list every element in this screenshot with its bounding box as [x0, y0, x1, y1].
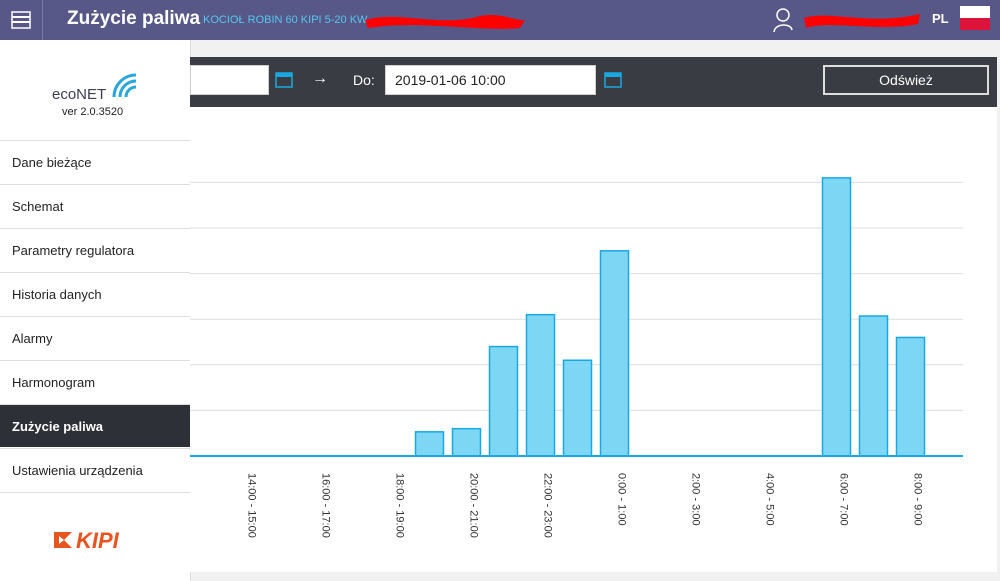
menu-item[interactable]: Harmonogram: [0, 360, 190, 403]
x-tick-label: 4:00 - 5:00: [764, 473, 776, 526]
calendar-icon[interactable]: [604, 70, 622, 88]
x-tick-label: 22:00 - 23:00: [542, 473, 554, 538]
chart: 14:00 - 15:00 16:00 - 17:00 18:00 - 19:00 2…: [190, 107, 997, 572]
bar: [562, 359, 593, 457]
x-tick-label: 0:00 - 1:00: [616, 473, 628, 526]
bar: [451, 427, 482, 457]
user-icon[interactable]: [772, 6, 798, 34]
bar: [599, 250, 630, 457]
bar: [821, 177, 852, 457]
version: ver 2.0.3520: [62, 106, 124, 118]
sidebar: ecoNET ver 2.0.3520 Dane bieżące Schemat P…: [0, 40, 191, 581]
menu-item[interactable]: Parametry regulatora: [0, 228, 190, 271]
top-bar: Zużycie paliwa KOCIOŁ ROBIN 60 KIPI 5-20…: [0, 0, 1000, 40]
to-input[interactable]: 2019-01-06 10:00: [385, 65, 596, 95]
from-input[interactable]: [190, 65, 269, 95]
x-tick-label: 8:00 - 9:00: [912, 473, 924, 526]
x-tick-label: 18:00 - 19:00: [394, 473, 406, 538]
menu-icon: [11, 11, 31, 29]
bar: [858, 315, 889, 457]
menu-item[interactable]: Alarmy: [0, 316, 190, 359]
x-tick-label: 20:00 - 21:00: [468, 473, 480, 538]
menu-item[interactable]: Historia danych: [0, 272, 190, 315]
arrow: →: [312, 70, 328, 87]
brand: KIPI: [76, 528, 119, 553]
x-tick-label: 16:00 - 17:00: [320, 473, 332, 538]
bar: [895, 336, 926, 457]
flag: [960, 6, 990, 30]
x-tick-label: 6:00 - 7:00: [838, 473, 850, 526]
calendar-icon[interactable]: [275, 70, 293, 88]
bar: [525, 313, 556, 457]
bar: [414, 431, 445, 457]
language[interactable]: PL: [932, 11, 949, 26]
page-title: Zużycie paliwa: [67, 8, 201, 29]
device-name: KOCIOŁ ROBIN 60 KIPI 5-20 KW: [203, 14, 368, 26]
logo-text: ecoNET: [52, 86, 107, 103]
menu-item[interactable]: Dane bieżące: [0, 140, 190, 183]
brand-icon: [54, 532, 72, 548]
refresh-button[interactable]: Odśwież: [823, 65, 989, 95]
x-tick-label: 2:00 - 3:00: [690, 473, 702, 526]
menu-item[interactable]: Zużycie paliwa: [0, 404, 190, 447]
menu-button[interactable]: [0, 0, 43, 40]
redaction: [365, 15, 525, 29]
menu-item[interactable]: Ustawienia urządzenia: [0, 448, 190, 491]
toolbar: → Do: 2019-01-06 10:00 Odśwież: [190, 57, 997, 107]
x-tick-label: 14:00 - 15:00: [246, 473, 258, 538]
to-label: Do:: [353, 72, 375, 88]
logo-wifi: [112, 73, 137, 98]
menu-item[interactable]: Schemat: [0, 184, 190, 227]
menu-divider: [0, 492, 190, 493]
bar: [488, 345, 519, 457]
redaction: [804, 14, 920, 28]
